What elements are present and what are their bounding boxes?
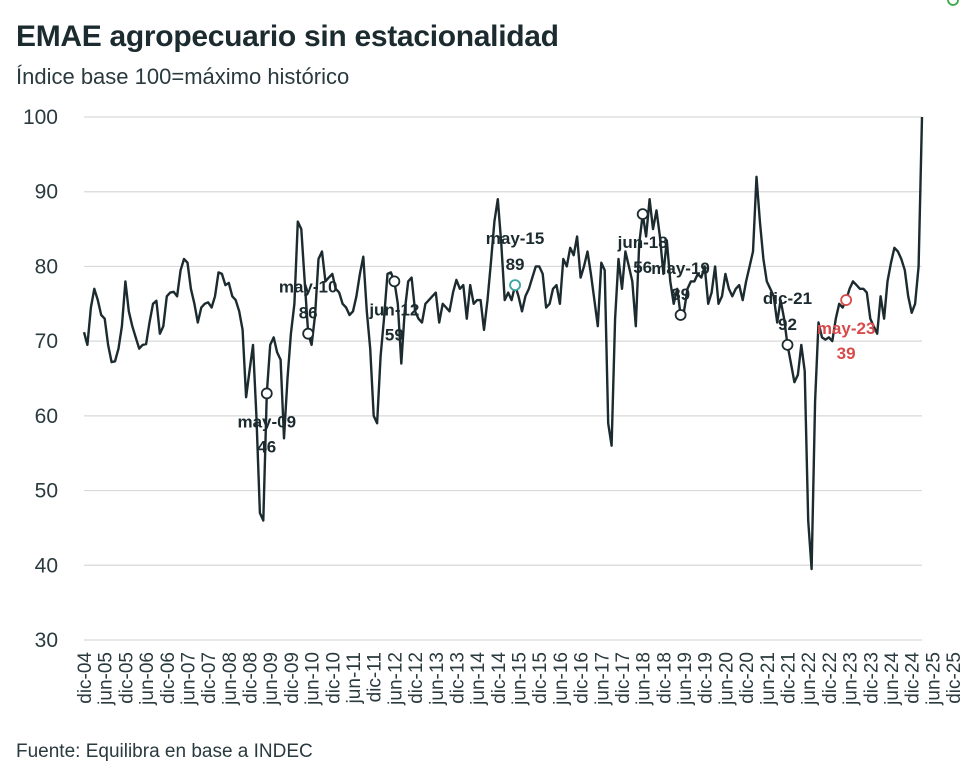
annotation-value: 56 — [633, 258, 652, 277]
annotation-value: 89 — [506, 255, 525, 274]
annotation-label: may-23 — [817, 319, 876, 338]
x-tick-label: dic-25 — [944, 652, 965, 704]
x-tick-label: dic-04 — [75, 652, 96, 704]
x-tick-label: dic-21 — [779, 652, 800, 704]
chart-title: EMAE agropecuario sin estacionalidad — [16, 20, 559, 53]
x-tick-label: dic-16 — [572, 652, 593, 704]
annotation-label: may-15 — [486, 229, 545, 248]
x-tick-label: jun-20 — [716, 652, 737, 706]
y-tick-label: 100 — [23, 106, 58, 129]
source-note: Fuente: Equilibra en base a INDEC — [16, 741, 313, 762]
x-tick-label: dic-07 — [199, 652, 220, 704]
series-line — [82, 116, 924, 571]
x-tick-label: jun-05 — [96, 652, 117, 706]
annotation-label: may-10 — [279, 278, 338, 297]
x-tick-label: jun-08 — [220, 652, 241, 706]
x-tick-label: dic-18 — [654, 652, 675, 704]
annotation-marker-jun-12 — [388, 275, 401, 288]
x-tick-label: jun-12 — [385, 652, 406, 706]
x-tick-label: jun-19 — [675, 652, 696, 706]
annotation-value: 100 — [939, 0, 967, 4]
annotation-marker-dic-21 — [781, 338, 794, 351]
x-tick-label: dic-05 — [116, 652, 137, 704]
x-tick-label: jun-14 — [468, 652, 489, 706]
x-tick-label: dic-13 — [447, 652, 468, 704]
annotation-marker-dic-25 — [947, 0, 959, 6]
annotation-label: dic-21 — [763, 289, 812, 308]
x-tick-label: jun-07 — [178, 652, 199, 706]
x-tick-label: jun-13 — [427, 652, 448, 706]
y-tick-label: 90 — [35, 181, 58, 204]
annotation-marker-may-09 — [260, 387, 273, 400]
x-tick-label: dic-20 — [737, 652, 758, 704]
annotation-marker-may-10 — [302, 327, 315, 340]
y-tick-label: 50 — [35, 480, 58, 503]
annotation-value: 89 — [671, 285, 690, 304]
annotations: may-09 46 may-10 86 jun-12 59 may-15 89 jun-18 56… — [237, 0, 975, 456]
x-tick-label: dic-11 — [365, 652, 386, 702]
x-tick-label: dic-19 — [696, 652, 717, 704]
annotation-label: dic-25 — [928, 0, 975, 4]
x-tick-label: jun-16 — [551, 652, 572, 706]
x-tick-label: jun-09 — [261, 652, 282, 706]
x-tick-label: jun-23 — [841, 652, 862, 706]
annotation-marker-jun-18 — [636, 208, 649, 221]
x-tick-label: dic-09 — [282, 652, 303, 704]
x-tick-label: jun-18 — [634, 652, 655, 706]
annotation-value: 92 — [778, 315, 797, 334]
y-tick-label: 70 — [35, 330, 58, 353]
annotation-marker-may-15 — [509, 279, 521, 292]
annotation-value: 86 — [299, 304, 318, 323]
y-axis: 30 40 50 60 70 80 90 100 — [23, 106, 58, 652]
x-tick-label: jun-17 — [592, 652, 613, 706]
annotation-label: may-09 — [237, 412, 296, 431]
x-tick-label: dic-24 — [903, 652, 924, 704]
x-axis: dic-04 jun-05 dic-05 jun-06 dic-06 jun-07 dic-… — [75, 652, 965, 706]
gridlines — [84, 116, 922, 641]
annotation-label: may-19 — [651, 259, 710, 278]
x-tick-label: jun-11 — [344, 652, 365, 704]
x-tick-label: jun-25 — [923, 652, 944, 706]
annotation-label: jun-12 — [368, 300, 419, 319]
x-tick-label: dic-10 — [323, 652, 344, 704]
x-tick-label: dic-23 — [861, 652, 882, 704]
annotation-value: 46 — [257, 437, 276, 456]
x-tick-label: dic-08 — [241, 652, 262, 704]
x-tick-label: jun-10 — [303, 652, 324, 706]
x-tick-label: dic-12 — [406, 652, 427, 704]
y-tick-label: 80 — [35, 255, 58, 278]
x-tick-label: jun-24 — [882, 652, 903, 706]
x-tick-label: dic-15 — [530, 652, 551, 704]
x-tick-label: jun-15 — [510, 652, 531, 706]
y-tick-label: 60 — [35, 405, 58, 428]
x-tick-label: dic-17 — [613, 652, 634, 704]
x-tick-label: jun-06 — [137, 652, 158, 706]
chart-subtitle: Índice base 100=máximo histórico — [16, 64, 350, 89]
y-tick-label: 30 — [35, 629, 58, 652]
annotation-value: 39 — [837, 344, 856, 363]
annotation-value: 59 — [385, 325, 404, 344]
y-tick-label: 40 — [35, 554, 58, 577]
x-tick-label: dic-22 — [820, 652, 841, 704]
x-tick-label: dic-14 — [489, 652, 510, 704]
annotation-marker-may-23 — [840, 294, 853, 306]
annotation-marker-may-19 — [674, 309, 687, 321]
x-tick-label: jun-22 — [799, 652, 820, 706]
x-tick-label: jun-21 — [758, 652, 779, 706]
x-tick-label: dic-06 — [158, 652, 179, 704]
annotation-label: jun-18 — [617, 233, 668, 252]
